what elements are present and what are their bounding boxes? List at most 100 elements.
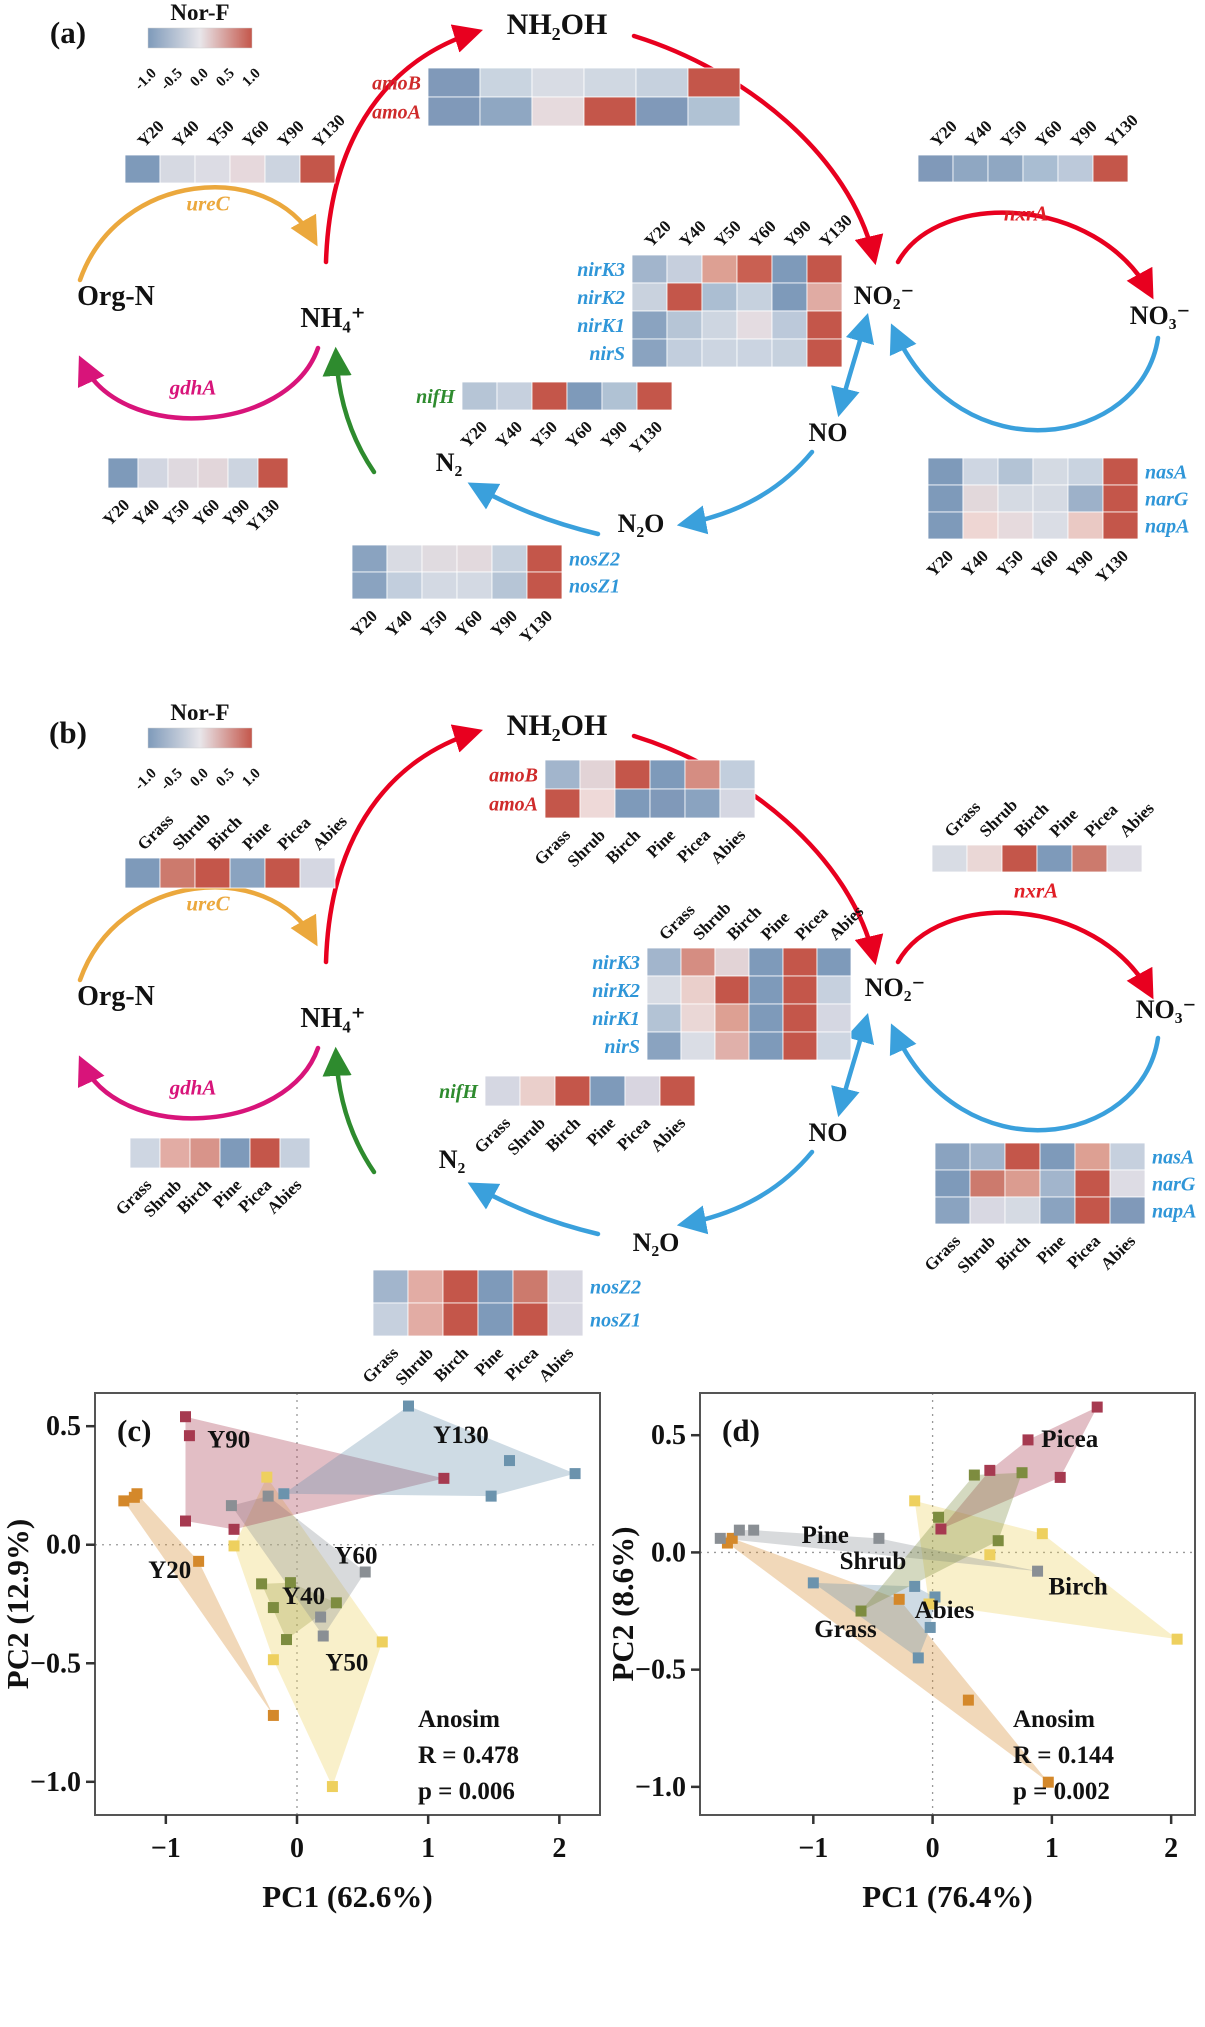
heatmap-col-label: Y130: [1092, 546, 1132, 586]
heatmap-cell: [631, 310, 668, 340]
heatmap-cell: [684, 759, 721, 790]
heatmap-col-label: Abies: [535, 1343, 577, 1385]
heatmap-cell: [1106, 844, 1143, 873]
pca-point-Pine: [1032, 1565, 1044, 1577]
pca-point-Y90: [180, 1411, 192, 1423]
heatmap-cell: [124, 857, 161, 889]
pca-point-Shrub: [912, 1652, 924, 1664]
heatmap-cell: [491, 544, 528, 573]
heatmap-cell: [159, 154, 196, 184]
pca-point-Shrub: [924, 1621, 936, 1633]
arrow-ureC: [77, 185, 318, 283]
heatmap-cell: [554, 1075, 591, 1107]
heatmap-col-label: Y40: [492, 417, 526, 451]
heatmap-ureC: Y20 Y40 Y50 Y60 Y90 Y130: [124, 111, 349, 184]
heatmap-cell: [952, 154, 989, 183]
heatmap-col-label: Y90: [781, 217, 815, 251]
heatmap-cell: [407, 1269, 444, 1304]
heatmap-cell: [107, 457, 139, 489]
node-no3: NO₃⁻: [1135, 995, 1197, 1024]
group-label-Y40: Y40: [282, 1583, 325, 1610]
anosim-text: Anosim: [1013, 1706, 1095, 1733]
heatmap-cell: [969, 1169, 1006, 1198]
pca-point-Y130: [569, 1468, 581, 1480]
group-label-Birch: Birch: [1048, 1574, 1107, 1601]
heatmap-col-label: Abies: [309, 811, 351, 853]
group-label-Y50: Y50: [325, 1649, 368, 1676]
heatmap-cell: [1057, 154, 1094, 183]
heatmap-col-label: Birch: [430, 1343, 472, 1385]
group-hull-Grass: [727, 1538, 1049, 1783]
heatmap-row-label: nirK2: [592, 980, 640, 1002]
heatmap-cell: [477, 1269, 514, 1304]
heatmap-cell: [1022, 154, 1059, 183]
heatmap-cell: [124, 154, 161, 184]
gene-gdhA: gdhA: [169, 375, 217, 400]
pca-point-Y130: [485, 1490, 497, 1502]
heatmap-row-label: nirK1: [577, 315, 625, 337]
arrow-n2o-to-n2: [467, 1182, 601, 1237]
heatmap-cell: [966, 844, 1003, 873]
heatmap-row-label: narG: [1145, 489, 1189, 511]
heatmap-cell: [806, 282, 843, 312]
heatmap-col-label: Shrub: [392, 1343, 438, 1389]
heatmap-cell: [806, 254, 843, 284]
legend-tick-label: 1.0: [239, 66, 264, 91]
heatmap-cell: [1039, 1169, 1076, 1198]
heatmap-cell: [680, 1003, 716, 1033]
heatmap-col-label: Y60: [239, 117, 273, 151]
heatmap-cell: [1102, 511, 1139, 540]
heatmap-cell: [816, 975, 852, 1005]
heatmap-row-label: nasA: [1152, 1147, 1194, 1169]
heatmap-cell: [299, 857, 336, 889]
group-label-Picea: Picea: [1041, 1426, 1098, 1453]
heatmap-cell: [614, 788, 651, 819]
pca-point-Picea: [984, 1464, 996, 1476]
heatmap-col-label: Y90: [1067, 117, 1101, 151]
heatmap-cell: [442, 1302, 479, 1337]
x-tick-label: −1: [798, 1833, 828, 1864]
pca-point-Shrub: [929, 1591, 941, 1603]
heatmap-cell: [635, 67, 689, 98]
arrow-nifH: [322, 1046, 377, 1175]
group-hull-Y50: [234, 1477, 383, 1787]
heatmap-cell: [646, 1003, 682, 1033]
pca-point-Pine: [873, 1532, 885, 1544]
heatmap-col-label: Picea: [791, 903, 832, 944]
pca-point-Birch: [1171, 1633, 1183, 1645]
anosim-text: R = 0.478: [418, 1742, 519, 1769]
heatmap-cell: [736, 310, 773, 340]
heatmap-cell: [680, 975, 716, 1005]
axis-box: [699, 1392, 1196, 1816]
heatmap-cell: [736, 282, 773, 312]
heatmap-row-label: amoA: [489, 794, 538, 816]
pca-plot-c: Y20 Y40 Y50 Y60 Y90 Y130 −1 0 1 2 0.5 0.0 −0.5 −1.0 PC…: [0, 1392, 601, 1914]
node-nh2oh: NH₂OH: [506, 709, 608, 742]
pca-point-Y50: [267, 1654, 279, 1666]
arrow-no-to-n2o: [676, 1149, 815, 1235]
heatmap-cell: [666, 282, 703, 312]
heatmap-col-label: Y20: [99, 495, 133, 529]
node-nh2oh: NH₂OH: [506, 8, 608, 41]
heatmap-cell: [719, 788, 756, 819]
heatmap-cell: [646, 1031, 682, 1061]
group-label-Y20: Y20: [148, 1557, 191, 1584]
heatmap-cell: [159, 1137, 191, 1169]
heatmap-cell: [189, 1137, 221, 1169]
heatmap-cell: [701, 282, 738, 312]
heatmap-cell: [680, 947, 716, 977]
heatmap-row-label: amoB: [372, 73, 421, 95]
heatmap-col-label: Y40: [129, 495, 163, 529]
pca-point-Y20: [131, 1488, 143, 1500]
arrow-gdhA: [77, 345, 321, 421]
pca-point-Grass: [1042, 1776, 1054, 1788]
pca-point-Picea: [1091, 1401, 1103, 1413]
x-tick-label: 2: [1164, 1833, 1178, 1864]
heatmap-col-label: Abies: [1097, 1231, 1139, 1273]
heatmap-cell: [962, 457, 999, 486]
heatmap-col-label: Pine: [1046, 804, 1082, 840]
y-tick-label: −0.5: [30, 1648, 81, 1679]
heatmap-cell: [1067, 457, 1104, 486]
y-axis-label: PC2 (8.6%): [605, 1527, 640, 1682]
